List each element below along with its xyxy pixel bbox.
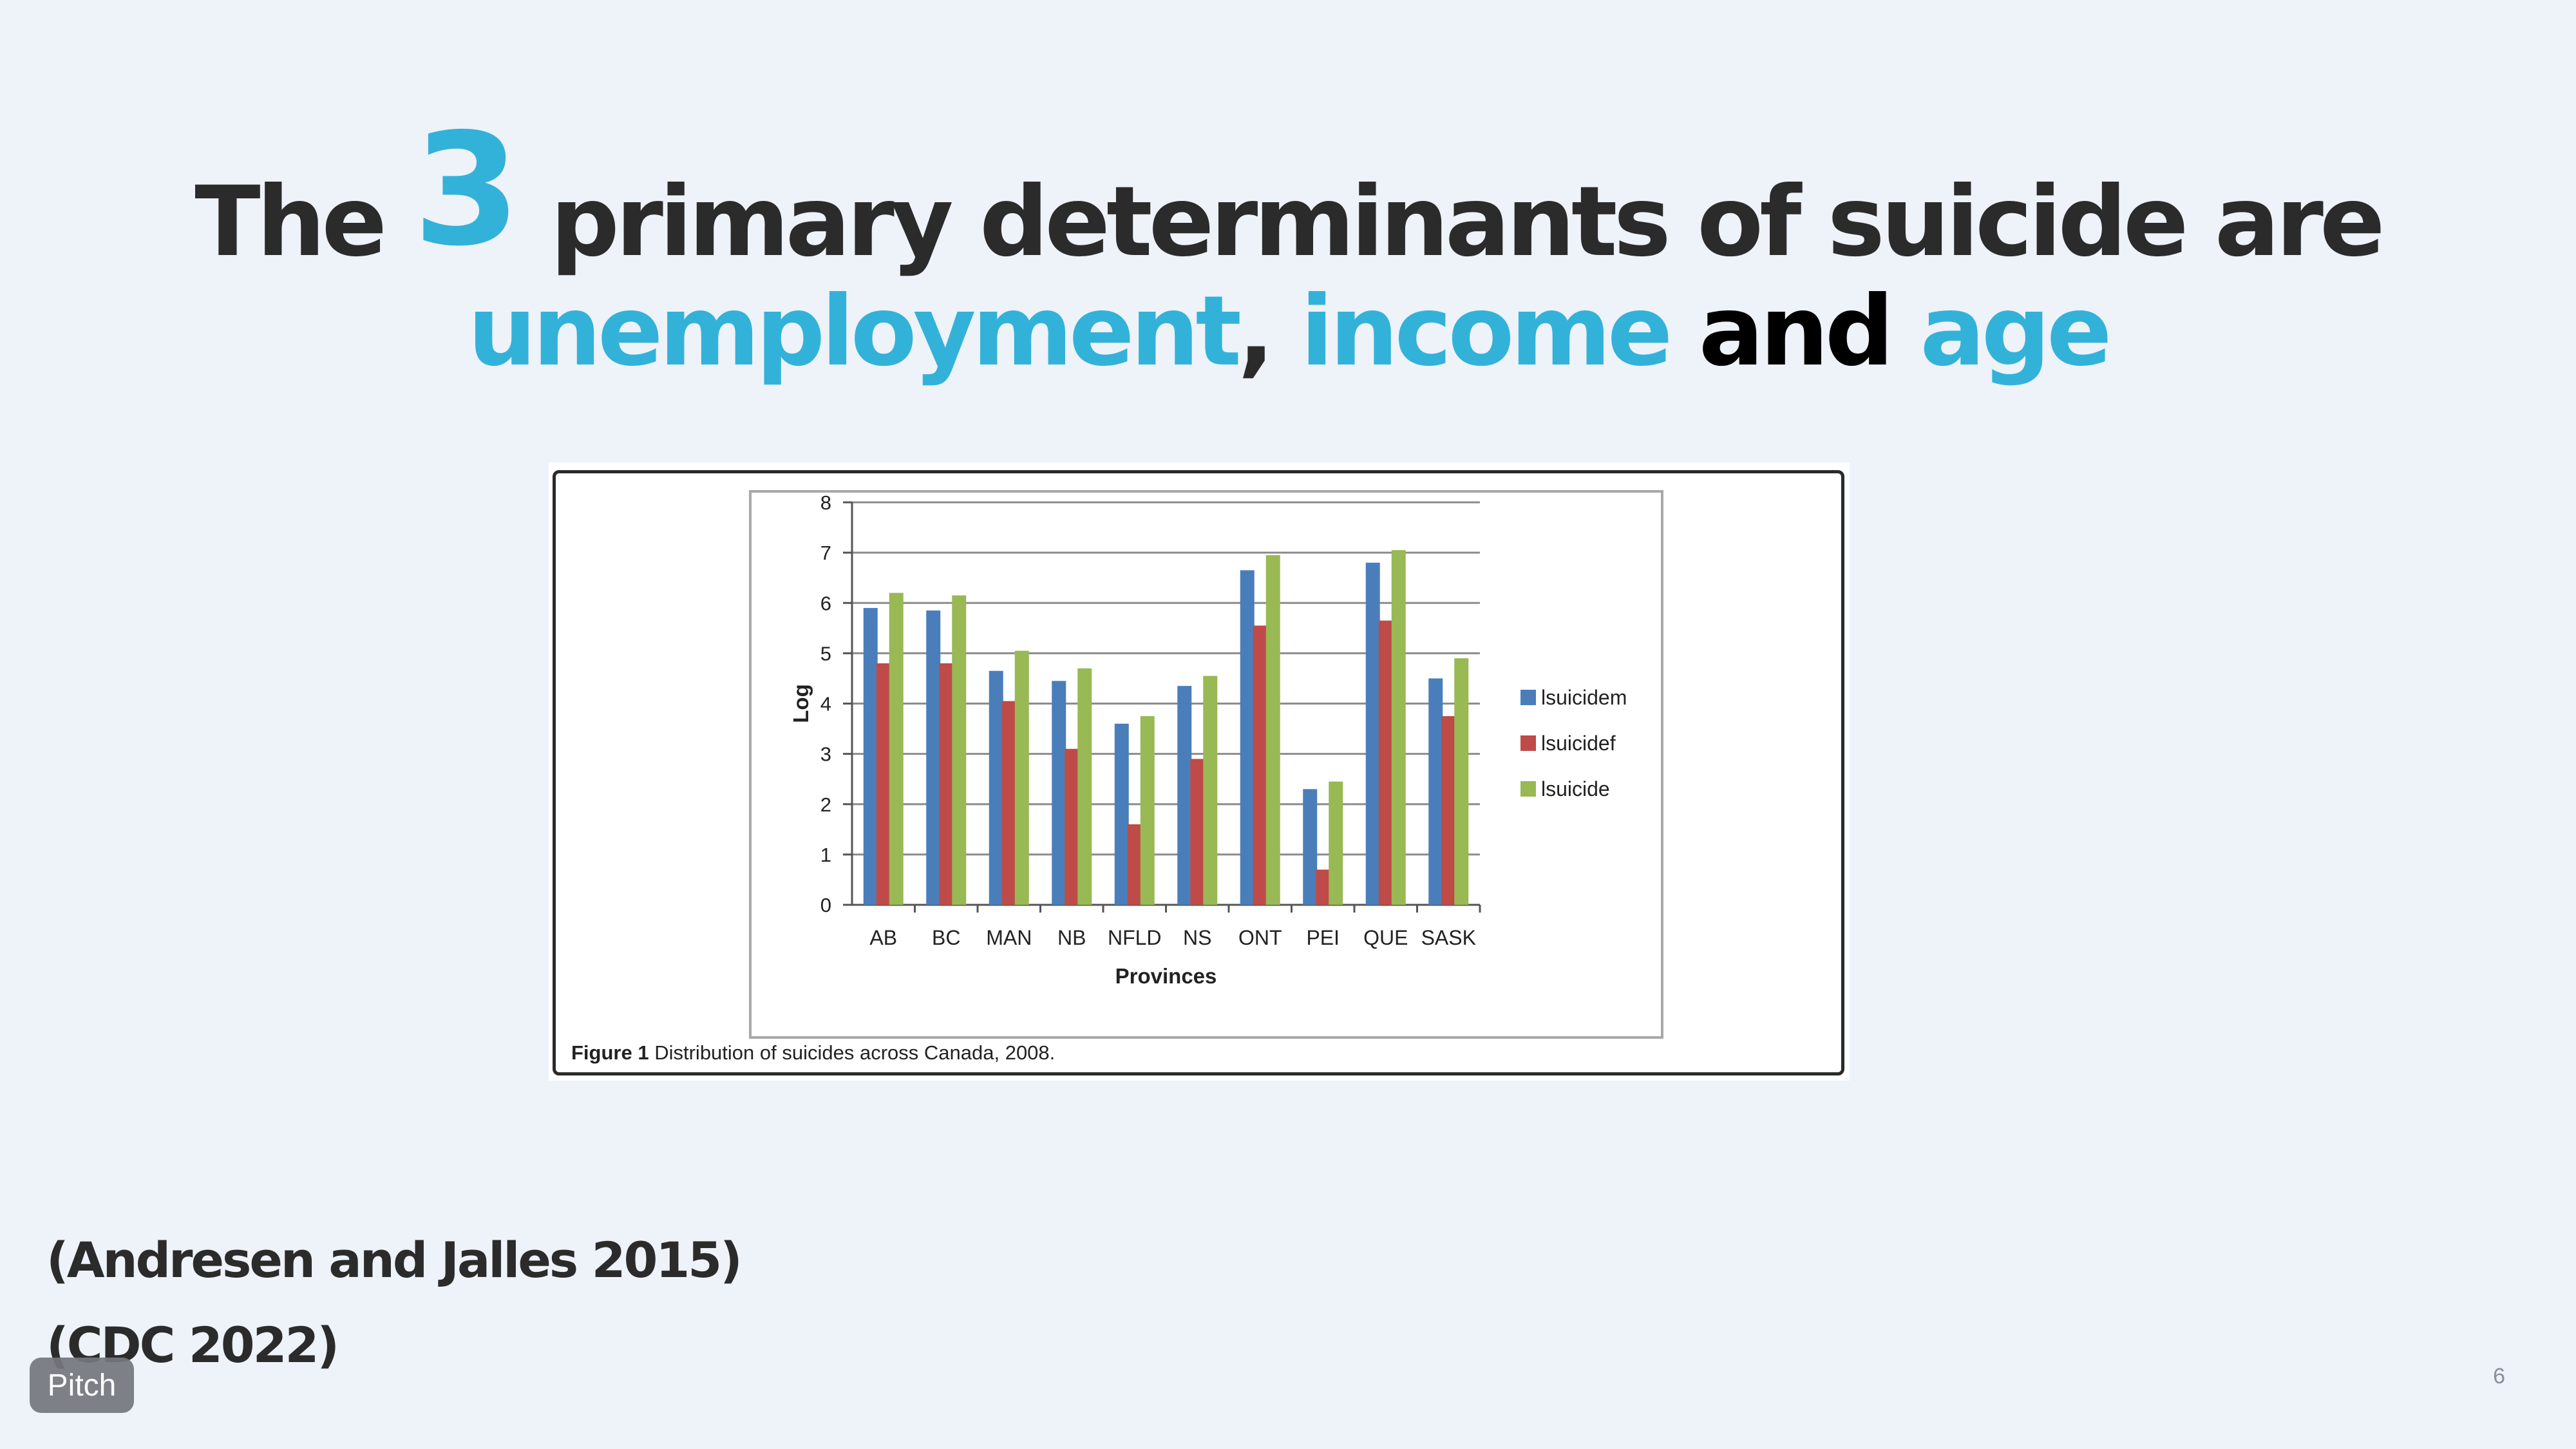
y-tick-label: 0 xyxy=(820,894,831,916)
figure-border: 0 1 2 3 4 5 6 7 8 AB BC MAN NB NFLD NS ONT PEI QUE SASK Pro… xyxy=(553,470,1844,1075)
bar-lsuicidef-ont xyxy=(1253,625,1267,905)
bar-lsuicidem-bc xyxy=(926,610,941,905)
bar-lsuicide-nb xyxy=(1077,668,1092,905)
citation-andresen: (Andresen and Jalles 2015) xyxy=(46,1231,743,1289)
pitch-badge[interactable]: Pitch xyxy=(30,1358,134,1413)
legend-label-lsuicide: lsuicide xyxy=(1541,777,1610,800)
bar-lsuicidef-ab xyxy=(876,663,891,905)
figure-caption-text: Distribution of suicides across Canada, … xyxy=(654,1041,1056,1064)
figure-caption: Figure 1 Distribution of suicides across… xyxy=(571,1041,1055,1065)
x-tick-label: QUE xyxy=(1363,926,1408,949)
bar-lsuicide-que xyxy=(1391,550,1406,905)
x-tick-label: SASK xyxy=(1421,926,1476,949)
bar-lsuicidef-man xyxy=(1001,701,1016,905)
bar-lsuicidem-sask xyxy=(1428,678,1443,905)
title-line-2: unemployment, income and age xyxy=(0,277,2576,386)
bar-chart: 0 1 2 3 4 5 6 7 8 AB BC MAN NB NFLD NS ONT PEI QUE SASK Pro… xyxy=(789,491,1627,988)
legend-label-lsuicidef: lsuicidef xyxy=(1541,732,1616,755)
slide-title: The 3 primary determinants of suicide ar… xyxy=(0,113,2576,386)
bar-lsuicidef-nfld xyxy=(1127,824,1142,905)
bar-lsuicide-sask xyxy=(1454,658,1469,905)
x-tick-label: MAN xyxy=(986,926,1032,949)
y-tick-label: 3 xyxy=(820,743,831,766)
bar-lsuicidem-ns xyxy=(1177,686,1192,905)
y-tick-label: 4 xyxy=(820,693,831,715)
x-tick-label: ONT xyxy=(1238,926,1282,949)
bar-lsuicide-man xyxy=(1014,650,1029,905)
y-tick-label: 2 xyxy=(820,793,831,816)
x-tick-label: NS xyxy=(1183,926,1211,949)
bar-lsuicide-ont xyxy=(1265,555,1280,905)
bar-lsuicidef-nb xyxy=(1065,748,1079,905)
legend-swatch-lsuicidem xyxy=(1520,690,1536,705)
title-prefix: The xyxy=(194,166,387,278)
bar-lsuicidef-que xyxy=(1378,620,1393,905)
page-number: 6 xyxy=(2493,1364,2505,1388)
bar-lsuicidem-nfld xyxy=(1114,723,1129,905)
bar-lsuicide-ns xyxy=(1203,676,1218,905)
bar-lsuicide-ab xyxy=(889,592,904,905)
title-conjunction: and xyxy=(1698,276,1894,388)
y-tick-label: 5 xyxy=(820,642,831,665)
x-tick-label: NFLD xyxy=(1108,926,1162,949)
x-axis-label: Provinces xyxy=(1115,964,1217,988)
bar-lsuicidem-que xyxy=(1365,562,1380,905)
y-axis-label: Log xyxy=(789,684,813,723)
figure-caption-label: Figure 1 xyxy=(571,1041,649,1064)
legend-swatch-lsuicide xyxy=(1520,781,1536,797)
title-term-income: income xyxy=(1300,276,1672,388)
y-tick-label: 7 xyxy=(820,542,831,564)
bar-lsuicidem-ont xyxy=(1240,570,1255,905)
x-tick-label: PEI xyxy=(1306,926,1340,949)
y-tick-label: 8 xyxy=(820,491,831,514)
bar-lsuicide-pei xyxy=(1329,781,1343,905)
bar-lsuicide-bc xyxy=(952,595,967,905)
title-rest: primary determinants of suicide are xyxy=(550,166,2385,278)
bar-lsuicidef-bc xyxy=(939,663,954,905)
figure-image: 0 1 2 3 4 5 6 7 8 AB BC MAN NB NFLD NS ONT PEI QUE SASK Pro… xyxy=(549,462,1850,1081)
title-term-unemployment: unemployment xyxy=(468,276,1242,388)
bar-lsuicidef-pei xyxy=(1316,869,1331,905)
title-line-1: The 3 primary determinants of suicide ar… xyxy=(0,113,2576,278)
legend-label-lsuicidem: lsuicidem xyxy=(1541,686,1627,709)
x-tick-label: BC xyxy=(932,926,960,949)
legend-swatch-lsuicidef xyxy=(1520,735,1536,751)
x-tick-label: AB xyxy=(869,926,897,949)
y-tick-label: 6 xyxy=(820,592,831,614)
bar-lsuicidem-pei xyxy=(1303,789,1318,905)
title-comma: , xyxy=(1238,276,1274,388)
title-number: 3 xyxy=(413,100,521,280)
x-tick-label: NB xyxy=(1057,926,1086,949)
bar-lsuicidef-sask xyxy=(1441,716,1456,905)
bar-lsuicidem-nb xyxy=(1052,681,1066,905)
title-term-age: age xyxy=(1920,276,2112,388)
bar-lsuicidem-ab xyxy=(863,608,878,905)
bar-lsuicidef-ns xyxy=(1190,759,1205,905)
y-tick-label: 1 xyxy=(820,844,831,866)
bar-lsuicide-nfld xyxy=(1140,716,1155,905)
bar-lsuicidem-man xyxy=(989,670,1003,905)
